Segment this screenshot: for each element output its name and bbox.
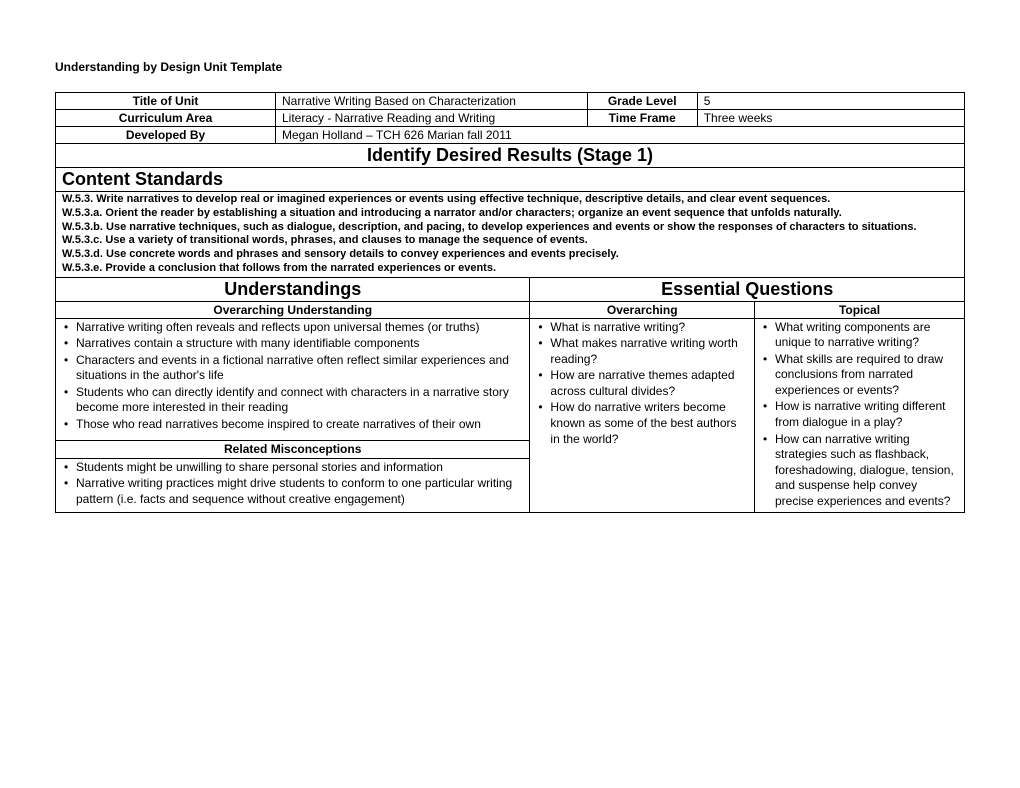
list-item: Those who read narratives become inspire… — [62, 417, 523, 433]
related-misconceptions-cell: Students might be unwilling to share per… — [56, 458, 530, 512]
understandings-header: Understandings — [56, 277, 530, 301]
curriculum-area-value: Literacy - Narrative Reading and Writing — [276, 110, 588, 127]
misconceptions-list: Students might be unwilling to share per… — [62, 460, 523, 508]
list-item: Students who can directly identify and c… — [62, 385, 523, 416]
grade-level-label: Grade Level — [587, 93, 697, 110]
content-standards-body: W.5.3. Write narratives to develop real … — [56, 192, 965, 278]
overarching-header: Overarching — [530, 301, 755, 318]
related-misconceptions-header: Related Misconceptions — [56, 440, 530, 458]
time-frame-value: Three weeks — [697, 110, 964, 127]
stage1-header: Identify Desired Results (Stage 1) — [56, 144, 965, 168]
overarching-understanding-list: Narrative writing often reveals and refl… — [62, 320, 523, 433]
standard-line: W.5.3.d. Use concrete words and phrases … — [62, 248, 958, 262]
standard-line: W.5.3.b. Use narrative techniques, such … — [62, 221, 958, 235]
document-title: Understanding by Design Unit Template — [55, 60, 965, 74]
unit-template-table: Title of Unit Narrative Writing Based on… — [55, 92, 965, 513]
list-item: Narrative writing practices might drive … — [62, 476, 523, 507]
list-item: Students might be unwilling to share per… — [62, 460, 523, 476]
time-frame-label: Time Frame — [587, 110, 697, 127]
developed-by-value: Megan Holland – TCH 626 Marian fall 2011 — [276, 127, 965, 144]
topical-header: Topical — [755, 301, 965, 318]
list-item: How are narrative themes adapted across … — [536, 368, 748, 399]
grade-level-value: 5 — [697, 93, 964, 110]
standard-line: W.5.3.e. Provide a conclusion that follo… — [62, 262, 958, 276]
overarching-understanding-cell: Narrative writing often reveals and refl… — [56, 318, 530, 440]
list-item: What makes narrative writing worth readi… — [536, 336, 748, 367]
list-item: How can narrative writing strategies suc… — [761, 432, 958, 510]
overarching-questions-cell: What is narrative writing? What makes na… — [530, 318, 755, 512]
overarching-questions-list: What is narrative writing? What makes na… — [536, 320, 748, 448]
topical-questions-list: What writing components are unique to na… — [761, 320, 958, 510]
list-item: How is narrative writing different from … — [761, 399, 958, 430]
list-item: Narrative writing often reveals and refl… — [62, 320, 523, 336]
list-item: Characters and events in a fictional nar… — [62, 353, 523, 384]
standard-line: W.5.3. Write narratives to develop real … — [62, 193, 958, 207]
topical-questions-cell: What writing components are unique to na… — [755, 318, 965, 512]
title-of-unit-value: Narrative Writing Based on Characterizat… — [276, 93, 588, 110]
list-item: What is narrative writing? — [536, 320, 748, 336]
list-item: What writing components are unique to na… — [761, 320, 958, 351]
list-item: Narratives contain a structure with many… — [62, 336, 523, 352]
developed-by-label: Developed By — [56, 127, 276, 144]
standard-line: W.5.3.c. Use a variety of transitional w… — [62, 234, 958, 248]
list-item: What skills are required to draw conclus… — [761, 352, 958, 399]
list-item: How do narrative writers become known as… — [536, 400, 748, 447]
standard-line: W.5.3.a. Orient the reader by establishi… — [62, 207, 958, 221]
title-of-unit-label: Title of Unit — [56, 93, 276, 110]
overarching-understanding-header: Overarching Understanding — [56, 301, 530, 318]
content-standards-header: Content Standards — [56, 168, 965, 192]
curriculum-area-label: Curriculum Area — [56, 110, 276, 127]
essential-questions-header: Essential Questions — [530, 277, 965, 301]
